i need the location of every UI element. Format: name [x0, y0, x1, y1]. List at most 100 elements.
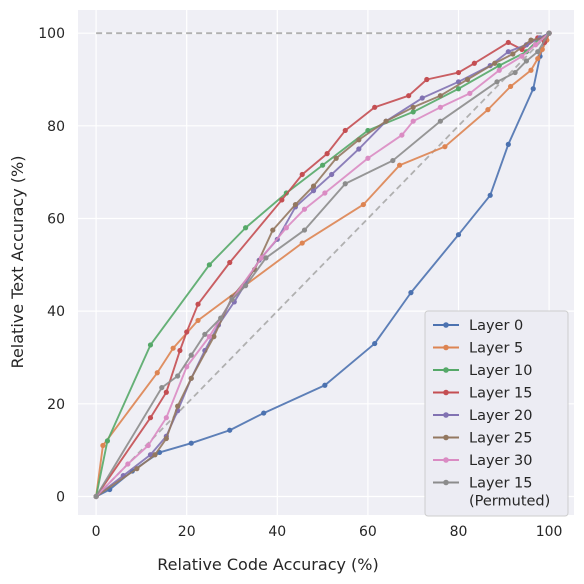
legend-label-line: Layer 10 [469, 363, 533, 379]
data-point [455, 86, 462, 92]
data-point [507, 83, 514, 90]
data-point [442, 144, 448, 150]
data-point [301, 206, 308, 212]
data-point [342, 181, 348, 187]
data-point [437, 118, 443, 124]
data-point [372, 104, 378, 110]
data-point [360, 201, 366, 208]
data-point [505, 39, 511, 46]
legend-box [424, 310, 569, 517]
data-point [329, 171, 335, 178]
x-tick-label: 40 [268, 524, 286, 540]
data-point [283, 225, 289, 231]
data-point [206, 262, 212, 268]
y-tick-label: 60 [47, 211, 65, 227]
data-point [202, 331, 208, 337]
data-point [487, 192, 493, 198]
legend-item: Layer 5 [433, 341, 523, 357]
data-point [390, 157, 396, 164]
data-point [455, 232, 462, 238]
legend-label: Layer 20 [469, 408, 533, 424]
data-point [154, 370, 160, 376]
data-point [170, 345, 176, 351]
data-point [410, 118, 416, 124]
data-point [188, 440, 194, 446]
data-point [279, 197, 285, 203]
legend-item: Layer 10 [433, 363, 533, 379]
data-point [322, 190, 328, 196]
data-point [270, 227, 276, 233]
legend-label: Layer 15 [469, 386, 533, 402]
data-point [535, 49, 541, 55]
data-point [408, 290, 414, 296]
data-point [218, 315, 224, 321]
data-point [163, 415, 169, 421]
data-point [546, 30, 552, 36]
data-point [159, 384, 165, 391]
data-point [333, 155, 339, 161]
y-tick-label: 100 [38, 26, 65, 42]
data-point [342, 127, 348, 134]
y-tick-label: 0 [56, 489, 65, 505]
data-point [177, 347, 183, 354]
data-point [494, 79, 500, 85]
data-point [320, 162, 326, 168]
legend-item: Layer 20 [433, 408, 533, 424]
data-point [301, 227, 308, 233]
data-point [365, 155, 371, 161]
data-point [184, 329, 190, 335]
series-line [95, 32, 550, 497]
legend-label-line: Layer 15 [469, 476, 533, 492]
reference-line [95, 32, 550, 498]
data-point [437, 93, 443, 99]
data-point [523, 58, 530, 64]
legend-swatch-marker [443, 344, 449, 351]
legend-swatch-marker [443, 389, 449, 396]
y-tick-label: 20 [47, 397, 65, 413]
data-point [261, 410, 267, 416]
data-point [163, 389, 169, 395]
legend-swatch-marker [443, 367, 449, 373]
legend-label-line: Layer 0 [469, 318, 523, 334]
legend-item: Layer 25 [433, 431, 533, 447]
data-point [437, 104, 443, 110]
data-point [464, 76, 471, 83]
data-point [528, 37, 534, 43]
legend-swatch-marker [443, 322, 449, 328]
data-point [188, 375, 194, 381]
data-point [104, 438, 111, 444]
data-point [397, 162, 403, 168]
x-tick-label: 80 [450, 524, 468, 540]
legend-item: Layer 15 [433, 386, 533, 402]
data-point [492, 60, 498, 66]
x-tick-label: 60 [359, 524, 377, 540]
data-point [299, 171, 305, 178]
data-point [406, 93, 412, 99]
data-point [195, 301, 201, 307]
x-tick-labels: 0 20 40 60 80 100 [92, 524, 563, 540]
data-point [512, 69, 518, 76]
data-point [206, 334, 212, 340]
legend-label-line: Layer 15 [469, 386, 533, 402]
data-point [505, 141, 511, 147]
y-tick-label: 80 [47, 119, 65, 135]
reference-lines [95, 32, 550, 498]
data-point [424, 76, 430, 83]
data-point [125, 461, 131, 467]
data-point [145, 442, 151, 449]
data-point [175, 403, 181, 409]
y-tick-labels: 0 20 40 60 80 100 [38, 26, 65, 505]
legend-item: Layer 15 (Permuted) [433, 476, 550, 510]
data-point [410, 109, 416, 115]
legend-swatch-marker [443, 434, 449, 441]
series-8 [93, 30, 552, 500]
data-point [510, 51, 516, 57]
data-point [100, 442, 106, 449]
legend-label: Layer 10 [469, 363, 533, 379]
legend-label-line: (Permuted) [469, 494, 550, 510]
data-point [455, 69, 462, 76]
legend-item: Layer 30 [433, 453, 533, 469]
data-point [467, 90, 473, 96]
data-point [410, 104, 416, 110]
data-point [310, 183, 317, 189]
